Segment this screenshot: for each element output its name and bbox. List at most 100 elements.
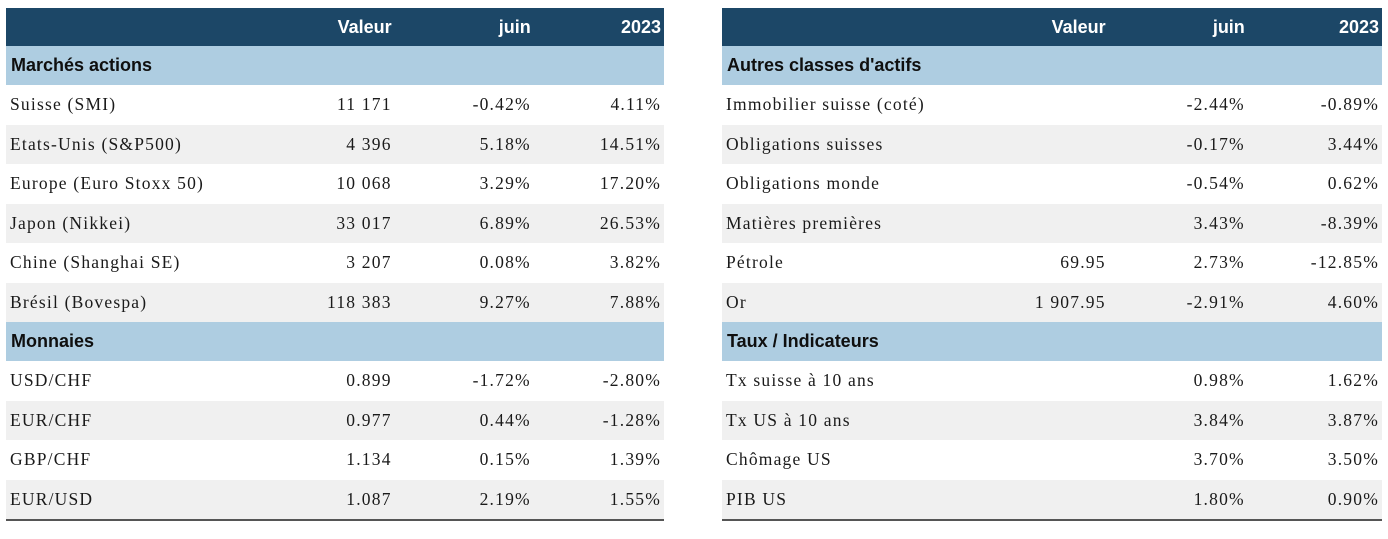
row-ytd: 1.62% — [1327, 370, 1379, 391]
section-header-rates-indicators: Taux / Indicateurs — [722, 322, 1382, 361]
header-juin: juin — [498, 16, 531, 37]
row-juin: 3.70% — [1193, 449, 1245, 470]
row-juin: 5.18% — [479, 133, 531, 154]
row-name: EUR/CHF — [10, 409, 93, 430]
row-valeur: 1 907.95 — [1034, 291, 1106, 312]
row-name: Obligations suisses — [726, 133, 884, 154]
table-row: Obligations suisses -0.17% 3.44% — [722, 124, 1382, 164]
row-valeur: 118 383 — [327, 291, 392, 312]
row-ytd: -1.28% — [602, 409, 661, 430]
row-ytd: 4.11% — [610, 94, 661, 115]
table-row: Obligations monde -0.54% 0.62% — [722, 164, 1382, 204]
table-row: EUR/USD 1.087 2.19% 1.55% — [6, 479, 664, 519]
header-valeur: Valeur — [1051, 16, 1106, 37]
row-ytd: 0.62% — [1327, 173, 1379, 194]
row-valeur: 1.087 — [346, 488, 392, 509]
row-name: Suisse (SMI) — [10, 94, 117, 115]
row-juin: 3.29% — [479, 173, 531, 194]
row-ytd: 3.82% — [609, 252, 661, 273]
row-juin: -0.42% — [472, 94, 531, 115]
row-name: Europe (Euro Stoxx 50) — [10, 173, 205, 194]
row-name: PIB US — [726, 488, 788, 509]
row-juin: 2.73% — [1193, 252, 1245, 273]
row-name: Tx US à 10 ans — [726, 409, 851, 430]
section-title: Taux / Indicateurs — [727, 331, 879, 351]
table-row: GBP/CHF 1.134 0.15% 1.39% — [6, 440, 664, 480]
row-juin: 6.89% — [479, 212, 531, 233]
row-valeur: 3 207 — [346, 252, 392, 273]
row-name: Pétrole — [726, 252, 784, 273]
header-juin: juin — [1212, 16, 1245, 37]
row-ytd: 14.51% — [599, 133, 661, 154]
row-name: GBP/CHF — [10, 449, 92, 470]
row-name: Or — [726, 291, 747, 312]
row-name: Japon (Nikkei) — [10, 212, 132, 233]
table-row: Pétrole 69.95 2.73% -12.85% — [722, 243, 1382, 283]
table-row: Chine (Shanghai SE) 3 207 0.08% 3.82% — [6, 243, 664, 283]
table-row: Immobilier suisse (coté) -2.44% -0.89% — [722, 85, 1382, 125]
row-juin: -2.91% — [1186, 291, 1245, 312]
row-name: Chine (Shanghai SE) — [10, 252, 181, 273]
table-row: Japon (Nikkei) 33 017 6.89% 26.53% — [6, 203, 664, 243]
row-name: Brésil (Bovespa) — [10, 291, 148, 312]
table-row: Tx US à 10 ans 3.84% 3.87% — [722, 400, 1382, 440]
row-ytd: -0.89% — [1320, 94, 1379, 115]
row-ytd: 0.90% — [1327, 488, 1379, 509]
table-row: EUR/CHF 0.977 0.44% -1.28% — [6, 400, 664, 440]
row-juin: 0.44% — [479, 409, 531, 430]
table-row: Or 1 907.95 -2.91% 4.60% — [722, 282, 1382, 322]
table-row: Etats-Unis (S&P500) 4 396 5.18% 14.51% — [6, 124, 664, 164]
row-ytd: 3.87% — [1327, 409, 1379, 430]
row-ytd: 1.55% — [609, 488, 661, 509]
row-ytd: 4.60% — [1327, 291, 1379, 312]
table-row: Chômage US 3.70% 3.50% — [722, 440, 1382, 480]
table-row: Europe (Euro Stoxx 50) 10 068 3.29% 17.2… — [6, 164, 664, 204]
row-name: Obligations monde — [726, 173, 881, 194]
row-juin: 3.84% — [1193, 409, 1245, 430]
row-valeur: 4 396 — [346, 133, 392, 154]
row-juin: 0.08% — [479, 252, 531, 273]
row-name: USD/CHF — [10, 370, 93, 391]
row-ytd: 26.53% — [599, 212, 661, 233]
header-valeur: Valeur — [337, 16, 392, 37]
row-juin: -1.72% — [472, 370, 531, 391]
row-juin: 3.43% — [1193, 212, 1245, 233]
row-ytd: -12.85% — [1310, 252, 1379, 273]
row-juin: 0.15% — [479, 449, 531, 470]
row-ytd: 17.20% — [599, 173, 661, 194]
row-valeur: 1.134 — [346, 449, 392, 470]
section-title: Marchés actions — [11, 55, 153, 75]
row-name: EUR/USD — [10, 488, 94, 509]
row-name: Immobilier suisse (coté) — [726, 94, 925, 115]
row-valeur: 10 068 — [336, 173, 392, 194]
row-juin: 2.19% — [479, 488, 531, 509]
section-title: Monnaies — [11, 331, 95, 351]
row-juin: -0.54% — [1186, 173, 1245, 194]
row-juin: 0.98% — [1193, 370, 1245, 391]
row-juin: 1.80% — [1193, 488, 1245, 509]
row-ytd: -8.39% — [1320, 212, 1379, 233]
row-ytd: 1.39% — [609, 449, 661, 470]
row-valeur: 11 171 — [336, 94, 392, 115]
section-title: Autres classes d'actifs — [727, 55, 922, 75]
markets-table-right: Valeur juin 2023 Autres classes d'actifs… — [722, 8, 1382, 521]
table-row: Tx suisse à 10 ans 0.98% 1.62% — [722, 361, 1382, 401]
row-valeur: 33 017 — [336, 212, 392, 233]
table-row: USD/CHF 0.899 -1.72% -2.80% — [6, 361, 664, 401]
row-ytd: 3.44% — [1327, 133, 1379, 154]
table-row: Brésil (Bovespa) 118 383 9.27% 7.88% — [6, 282, 664, 322]
section-header-other-assets: Autres classes d'actifs — [722, 46, 1382, 85]
header-ytd: 2023 — [1338, 16, 1379, 37]
row-juin: -0.17% — [1186, 133, 1245, 154]
table-row: Matières premières 3.43% -8.39% — [722, 203, 1382, 243]
table-row: PIB US 1.80% 0.90% — [722, 479, 1382, 519]
table-header: Valeur juin 2023 — [722, 8, 1382, 46]
row-ytd: 3.50% — [1327, 449, 1379, 470]
row-name: Etats-Unis (S&P500) — [10, 133, 183, 154]
row-ytd: -2.80% — [602, 370, 661, 391]
row-valeur: 0.977 — [346, 409, 392, 430]
markets-table-left: Valeur juin 2023 Marchés actions Suisse … — [6, 8, 664, 521]
row-juin: -2.44% — [1186, 94, 1245, 115]
section-header-equities: Marchés actions — [6, 46, 664, 85]
